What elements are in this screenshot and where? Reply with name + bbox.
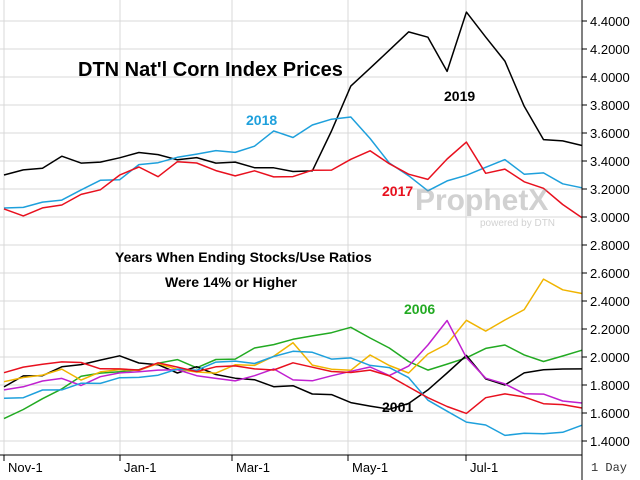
y-axis: 4.4000 4.2000 4.0000 3.8000 3.6000 3.4000 3.20… — [582, 14, 630, 449]
subtitle-line-1: Years When Ending Stocks/Use Ratios — [115, 249, 372, 265]
y-tick-label: 1.8000 — [590, 378, 630, 393]
label-2001: 2001 — [382, 399, 413, 415]
y-tick-label: 2.8000 — [590, 238, 630, 253]
x-axis: Nov-1 Jan-1 Mar-1 May-1 Jul-1 — [3, 455, 498, 475]
x-tick-label: May-1 — [352, 460, 388, 475]
series-group — [3, 11, 583, 437]
y-tick-label: 1.6000 — [590, 406, 630, 421]
interval-label: 1 Day — [591, 461, 627, 475]
y-tick-label: 1.4000 — [590, 434, 630, 449]
label-2019: 2019 — [444, 88, 475, 104]
subtitle-line-2: Were 14% or Higher — [165, 274, 298, 290]
y-tick-label: 4.4000 — [590, 14, 630, 29]
series-line-2006 — [3, 326, 583, 420]
label-2018: 2018 — [246, 112, 277, 128]
x-tick-label: Jan-1 — [124, 460, 157, 475]
series-line-unlabeled-5 — [3, 278, 583, 383]
series-line-2018 — [3, 116, 583, 209]
series-line-unlabeled-6 — [3, 319, 583, 404]
x-tick-label: Mar-1 — [236, 460, 270, 475]
grid — [0, 0, 582, 455]
series-line-2019 — [3, 11, 583, 176]
watermark-powered: powered by DTN — [480, 218, 555, 229]
series-line-unlabeled-7 — [3, 350, 583, 437]
label-2006: 2006 — [404, 301, 435, 317]
watermark-brand: ProphetX — [415, 184, 548, 217]
y-tick-label: 3.8000 — [590, 98, 630, 113]
y-tick-label: 2.0000 — [590, 350, 630, 365]
series-line-2017 — [3, 141, 583, 219]
y-tick-label: 2.2000 — [590, 322, 630, 337]
prophetx-watermark: ProphetX powered by DTN — [415, 184, 555, 229]
y-tick-label: 3.6000 — [590, 126, 630, 141]
y-tick-label: 2.4000 — [590, 294, 630, 309]
chart-title: DTN Nat'l Corn Index Prices — [78, 59, 343, 81]
y-tick-label: 3.2000 — [590, 182, 630, 197]
y-tick-label: 3.0000 — [590, 210, 630, 225]
y-tick-label: 4.0000 — [590, 70, 630, 85]
x-tick-label: Jul-1 — [470, 460, 498, 475]
label-2017: 2017 — [382, 183, 413, 199]
series-line-unlabeled-8 — [3, 361, 583, 415]
y-tick-label: 3.4000 — [590, 154, 630, 169]
y-tick-label: 4.2000 — [590, 42, 630, 57]
y-tick-label: 2.6000 — [590, 266, 630, 281]
x-tick-label: Nov-1 — [8, 460, 43, 475]
